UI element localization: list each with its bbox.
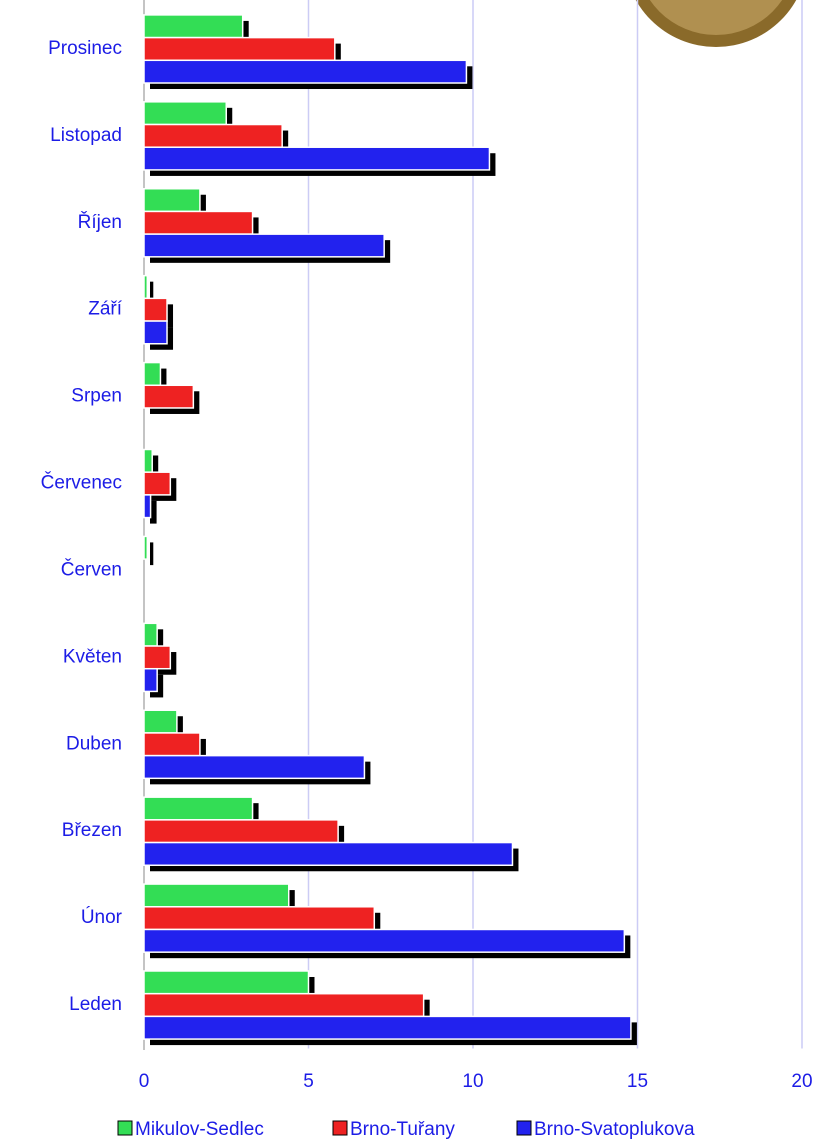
- bar: [143, 494, 152, 519]
- y-tick-label: Červenec: [41, 472, 122, 494]
- bar: [143, 101, 227, 126]
- bar: [143, 906, 376, 931]
- legend-swatch: [332, 1120, 348, 1136]
- bar: [143, 883, 290, 908]
- y-tick-label: Březen: [62, 820, 122, 841]
- legend-label: Mikulov-Sedlec: [135, 1119, 264, 1140]
- bar: [143, 796, 254, 821]
- bar: [143, 709, 178, 734]
- bar: [143, 819, 339, 844]
- x-tick-label: 0: [139, 1071, 150, 1092]
- bar: [143, 841, 514, 867]
- x-tick-label: 15: [627, 1071, 648, 1092]
- bar-shadow: [150, 455, 159, 479]
- y-tick-label: Listopad: [50, 125, 122, 146]
- bar: [143, 361, 162, 387]
- bar: [143, 320, 168, 345]
- bar: [143, 210, 254, 235]
- bar: [143, 928, 626, 953]
- bar: [143, 123, 283, 148]
- bar: [143, 146, 491, 171]
- y-tick-label: Září: [88, 299, 123, 320]
- bar-shadow: [150, 500, 157, 524]
- bar: [143, 36, 336, 62]
- y-tick-label: Květen: [63, 646, 122, 667]
- y-tick-label: Červen: [61, 558, 122, 580]
- bar: [143, 754, 366, 780]
- bar: [143, 233, 385, 258]
- x-tick-label: 10: [462, 1071, 483, 1092]
- bar: [143, 187, 201, 213]
- bar-shadow: [150, 542, 154, 566]
- bar: [143, 274, 149, 300]
- decoration: [649, 0, 783, 35]
- bar: [143, 535, 149, 560]
- y-tick-label: Duben: [66, 733, 122, 754]
- y-tick-label: Únor: [81, 906, 123, 928]
- y-tick-label: Srpen: [71, 386, 122, 407]
- bar: [143, 970, 310, 995]
- bar: [143, 732, 201, 757]
- legend-swatch: [117, 1120, 133, 1136]
- bar: [143, 297, 168, 322]
- bar: [143, 448, 153, 473]
- bar-shadow: [150, 281, 154, 305]
- y-tick-label: Leden: [69, 994, 122, 1015]
- bar: [143, 1015, 632, 1040]
- y-tick-label: Prosinec: [48, 38, 122, 59]
- bar: [143, 384, 195, 409]
- bar: [143, 471, 172, 496]
- bar: [143, 992, 425, 1018]
- legend-swatch: [516, 1120, 532, 1136]
- legend-label: Brno-Svatoplukova: [534, 1119, 695, 1140]
- bar: [143, 14, 244, 39]
- x-tick-label: 5: [303, 1071, 314, 1092]
- bar: [143, 667, 158, 693]
- y-tick-label: Říjen: [78, 211, 122, 233]
- legend: Mikulov-Sedlec Brno-Tuřany Brno-Svatopluko…: [117, 1119, 695, 1140]
- bar: [143, 59, 468, 84]
- legend-label: Brno-Tuřany: [350, 1119, 455, 1140]
- x-tick-label: 20: [791, 1071, 812, 1092]
- bar: [143, 645, 172, 670]
- bar: [143, 622, 158, 647]
